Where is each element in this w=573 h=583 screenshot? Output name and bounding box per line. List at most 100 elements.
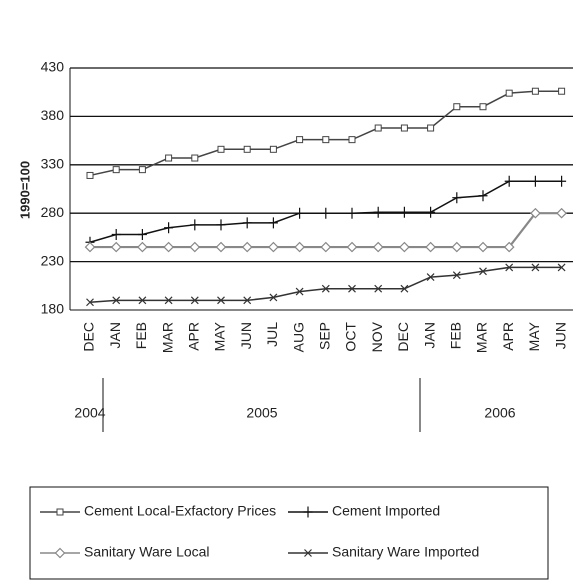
data-point [294, 241, 305, 253]
x-tick-label: FEB [133, 322, 149, 349]
y-tick-label: 230 [41, 252, 65, 268]
legend-marker [56, 508, 64, 516]
data-point [477, 241, 489, 253]
data-point [268, 241, 279, 253]
data-point [321, 284, 330, 293]
data-point [190, 296, 199, 305]
data-point [373, 206, 383, 218]
data-point [137, 241, 148, 253]
data-point [399, 206, 409, 218]
legend-marker [54, 547, 66, 559]
data-point [243, 296, 252, 305]
series-line [89, 266, 562, 304]
data-point [452, 192, 462, 204]
legend-label: Cement Local-Exfactory Prices [84, 503, 276, 519]
data-point [138, 166, 146, 174]
data-point [243, 145, 251, 153]
legend-label: Sanitary Ware Imported [332, 544, 479, 560]
data-point [426, 273, 435, 282]
data-point [374, 124, 382, 132]
year-label: 2004 [74, 405, 105, 421]
data-point [296, 136, 304, 144]
data-point [86, 171, 94, 179]
year-label: 2005 [246, 405, 277, 421]
data-point [348, 284, 356, 293]
data-point [452, 271, 461, 280]
data-point [374, 284, 383, 293]
legend-box [29, 486, 549, 580]
data-point [427, 124, 435, 132]
x-tick-label: MAY [212, 321, 228, 351]
x-tick-label: FEB [448, 322, 464, 349]
data-point [503, 241, 515, 253]
data-point [86, 298, 94, 307]
data-point [189, 241, 201, 253]
data-point [217, 296, 225, 305]
x-tick-label: JUN [552, 322, 568, 349]
data-point [215, 241, 227, 253]
data-point [479, 103, 487, 111]
data-point [112, 166, 120, 174]
data-point [321, 207, 331, 219]
data-point [163, 241, 174, 253]
data-point [320, 241, 332, 253]
x-tick-label: OCT [343, 322, 359, 352]
data-point [216, 219, 226, 231]
x-tick-label: JUL [264, 322, 280, 347]
data-point [295, 207, 305, 219]
data-point [556, 207, 567, 219]
y-tick-label: 280 [41, 204, 65, 220]
data-point [322, 136, 330, 144]
x-tick-label: APR [186, 322, 202, 351]
data-point [269, 293, 278, 302]
data-point [111, 228, 121, 240]
x-tick-label: SEP [317, 322, 333, 350]
x-tick-label: AUG [290, 322, 306, 352]
data-point [84, 241, 96, 253]
y-tick-label: 180 [41, 301, 65, 317]
data-point [190, 219, 200, 231]
data-point [372, 241, 384, 253]
data-point [110, 241, 122, 253]
data-point [504, 175, 514, 187]
data-point [531, 263, 540, 272]
x-tick-label: MAY [526, 321, 542, 351]
data-point [400, 284, 409, 293]
year-label: 2006 [484, 405, 515, 421]
data-point [164, 296, 173, 305]
data-point [530, 207, 541, 219]
data-point [426, 206, 436, 218]
data-point [346, 241, 358, 253]
data-point [505, 263, 514, 272]
data-point [453, 103, 461, 111]
legend-label: Sanitary Ware Local [84, 544, 210, 560]
data-point [112, 296, 121, 305]
data-point [399, 241, 410, 253]
data-point [138, 296, 147, 305]
data-point [191, 154, 199, 162]
data-point [530, 175, 540, 187]
data-point [347, 207, 357, 219]
data-point [558, 87, 566, 95]
y-axis-label: 1990=100 [17, 161, 32, 219]
legend-marker [304, 549, 312, 557]
data-point [451, 241, 463, 253]
x-tick-label: MAR [159, 322, 175, 353]
x-tick-label: DEC [395, 322, 411, 352]
data-point [269, 145, 277, 153]
data-point [295, 287, 304, 296]
x-tick-label: JAN [421, 322, 437, 348]
data-point [242, 217, 252, 229]
x-tick-label: JUN [238, 322, 254, 349]
x-tick-label: DEC [81, 322, 97, 352]
x-tick-label: JAN [107, 322, 123, 348]
x-tick-label: MAR [474, 322, 490, 353]
data-point [241, 241, 253, 253]
data-point [164, 222, 174, 234]
series-line [89, 90, 562, 177]
data-point [425, 241, 436, 253]
data-point [137, 228, 147, 240]
data-point [505, 89, 513, 97]
data-point [400, 124, 408, 132]
